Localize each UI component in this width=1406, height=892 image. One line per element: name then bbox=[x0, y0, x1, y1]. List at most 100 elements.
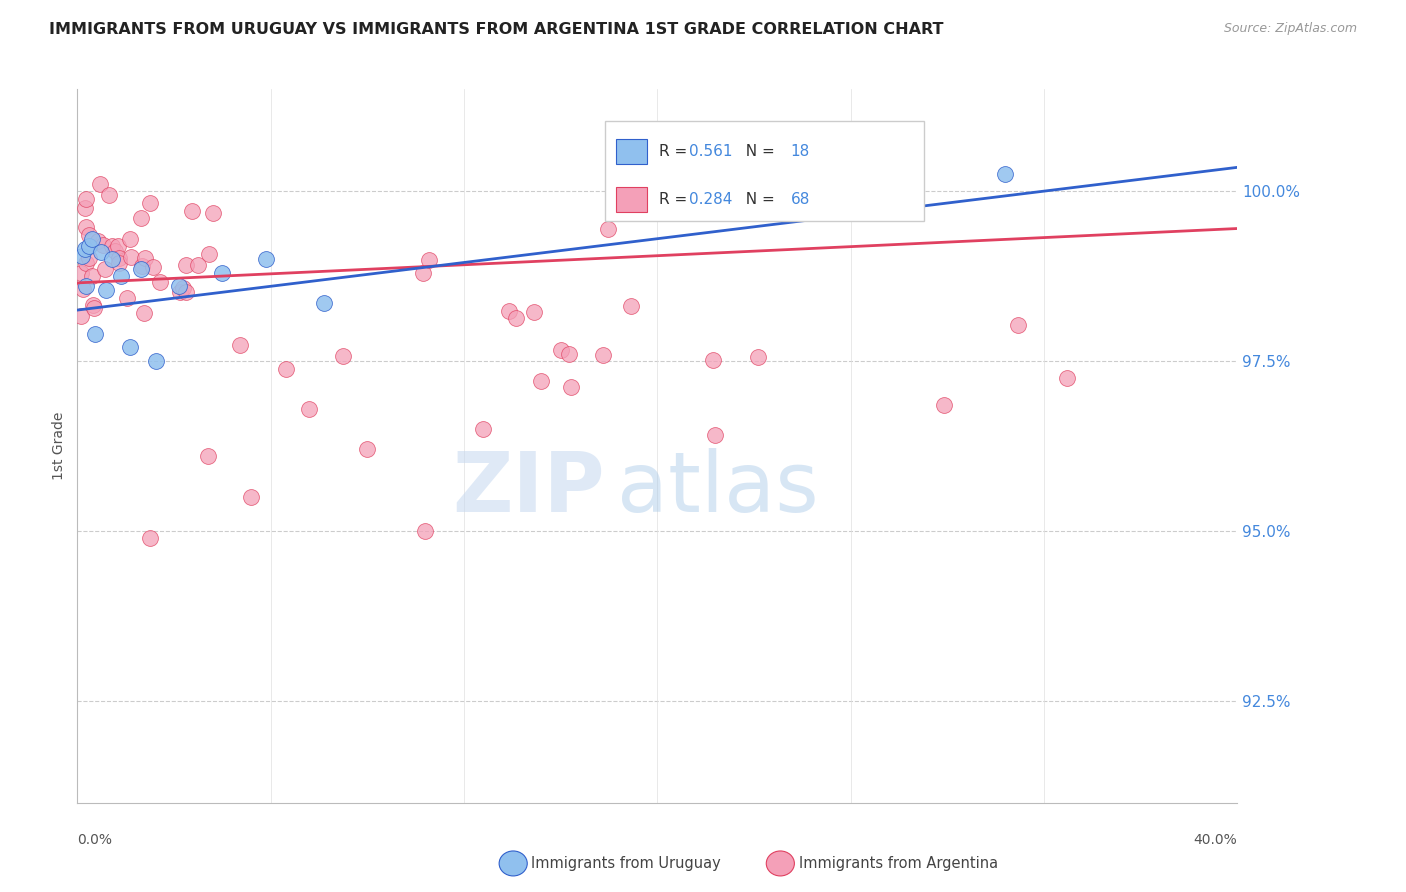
Text: IMMIGRANTS FROM URUGUAY VS IMMIGRANTS FROM ARGENTINA 1ST GRADE CORRELATION CHART: IMMIGRANTS FROM URUGUAY VS IMMIGRANTS FR… bbox=[49, 22, 943, 37]
Point bbox=[73, 242, 96, 256]
Point bbox=[620, 299, 643, 313]
Point bbox=[108, 256, 131, 270]
Point bbox=[80, 232, 103, 246]
Point bbox=[167, 279, 190, 293]
Point bbox=[276, 362, 298, 376]
Y-axis label: 1st Grade: 1st Grade bbox=[52, 412, 66, 480]
Point bbox=[1056, 371, 1078, 385]
Point bbox=[94, 262, 117, 277]
Point bbox=[592, 348, 614, 362]
Point bbox=[90, 245, 111, 260]
Text: R =: R = bbox=[658, 192, 692, 207]
Point bbox=[702, 353, 724, 368]
Text: Immigrants from Uruguay: Immigrants from Uruguay bbox=[531, 856, 721, 871]
Text: 18: 18 bbox=[790, 144, 810, 159]
Point bbox=[76, 219, 98, 234]
Point bbox=[70, 309, 93, 323]
Point bbox=[472, 422, 495, 436]
Point bbox=[197, 449, 219, 463]
Text: atlas: atlas bbox=[617, 449, 818, 529]
Point bbox=[96, 283, 118, 297]
Point bbox=[418, 253, 440, 268]
Point bbox=[77, 251, 100, 265]
Point bbox=[172, 281, 194, 295]
Point bbox=[89, 178, 111, 192]
Point bbox=[108, 251, 131, 265]
Text: Source: ZipAtlas.com: Source: ZipAtlas.com bbox=[1223, 22, 1357, 36]
Point bbox=[356, 442, 378, 457]
Point bbox=[169, 285, 191, 300]
Point bbox=[505, 310, 527, 325]
Point bbox=[994, 167, 1017, 181]
Point bbox=[100, 239, 122, 253]
Point bbox=[598, 222, 620, 236]
Point bbox=[83, 326, 105, 341]
Point bbox=[75, 279, 97, 293]
Point bbox=[134, 251, 156, 265]
Point bbox=[530, 375, 553, 389]
Point bbox=[312, 296, 335, 310]
Point bbox=[174, 285, 197, 300]
Point bbox=[77, 228, 100, 243]
Point bbox=[550, 343, 572, 358]
Point bbox=[198, 246, 221, 260]
Point bbox=[139, 195, 162, 210]
Point bbox=[240, 490, 263, 504]
Text: 0.0%: 0.0% bbox=[77, 833, 112, 847]
Point bbox=[703, 427, 725, 442]
Text: N =: N = bbox=[735, 192, 779, 207]
Point bbox=[498, 304, 520, 318]
Point bbox=[747, 350, 769, 364]
Point bbox=[298, 401, 321, 416]
Point bbox=[75, 192, 97, 206]
Text: N =: N = bbox=[735, 144, 779, 159]
Point bbox=[101, 252, 124, 266]
Point bbox=[332, 349, 354, 363]
Point bbox=[149, 276, 172, 290]
Text: 40.0%: 40.0% bbox=[1194, 833, 1237, 847]
Point bbox=[211, 266, 233, 280]
Point bbox=[98, 188, 121, 202]
Point bbox=[104, 244, 127, 258]
Point bbox=[201, 206, 224, 220]
Point bbox=[75, 201, 97, 215]
Point bbox=[523, 304, 546, 318]
Point bbox=[70, 249, 93, 263]
Point bbox=[413, 524, 436, 538]
Point bbox=[558, 347, 581, 361]
Point bbox=[110, 269, 132, 284]
Text: R =: R = bbox=[658, 144, 692, 159]
Point bbox=[560, 380, 582, 394]
Point bbox=[87, 235, 110, 249]
Point bbox=[132, 306, 155, 320]
Point bbox=[118, 232, 141, 246]
Point bbox=[229, 338, 252, 352]
Point bbox=[80, 268, 103, 283]
Point bbox=[174, 258, 197, 272]
Point bbox=[82, 298, 104, 312]
Point bbox=[139, 531, 162, 545]
Text: 68: 68 bbox=[790, 192, 810, 207]
Text: Immigrants from Argentina: Immigrants from Argentina bbox=[799, 856, 998, 871]
Point bbox=[107, 239, 129, 253]
Text: 0.284: 0.284 bbox=[689, 192, 733, 207]
Point bbox=[186, 258, 208, 272]
Point bbox=[70, 266, 93, 280]
Point bbox=[83, 301, 105, 315]
Point bbox=[115, 291, 138, 305]
Point bbox=[1007, 318, 1029, 332]
Point bbox=[181, 203, 204, 218]
Point bbox=[129, 262, 152, 277]
Point bbox=[129, 211, 152, 225]
Point bbox=[91, 238, 114, 252]
Point bbox=[72, 282, 94, 296]
Point bbox=[412, 266, 434, 280]
Text: ZIP: ZIP bbox=[453, 449, 605, 529]
Point bbox=[145, 354, 167, 368]
Point bbox=[131, 259, 153, 273]
Point bbox=[254, 252, 277, 266]
Point bbox=[142, 260, 165, 274]
Point bbox=[75, 255, 97, 269]
Point bbox=[932, 398, 955, 412]
Text: 0.561: 0.561 bbox=[689, 144, 733, 159]
